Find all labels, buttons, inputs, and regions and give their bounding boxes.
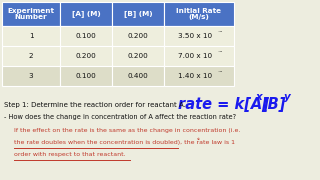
Text: 0.100: 0.100 — [76, 33, 96, 39]
Text: y: y — [284, 92, 291, 102]
Text: If the effect on the rate is the same as the change in concentration (i.e.: If the effect on the rate is the same as… — [14, 128, 240, 133]
Text: 0.200: 0.200 — [128, 33, 148, 39]
Text: 0.400: 0.400 — [128, 73, 148, 79]
Text: 1: 1 — [29, 33, 33, 39]
Bar — [60, 2, 112, 26]
Bar — [2, 66, 60, 86]
Text: ⁻⁴: ⁻⁴ — [218, 50, 222, 55]
Text: [B]: [B] — [261, 96, 285, 111]
Bar — [60, 66, 112, 86]
Bar — [112, 26, 164, 46]
Text: Step 1: Determine the reaction order for reactant A.: Step 1: Determine the reaction order for… — [4, 102, 186, 108]
Bar — [2, 2, 60, 26]
Text: [A] (M): [A] (M) — [72, 11, 100, 17]
Bar — [164, 66, 234, 86]
Bar — [2, 46, 60, 66]
Text: 0.200: 0.200 — [76, 53, 96, 59]
Text: ⁻⁴: ⁻⁴ — [218, 69, 222, 75]
Bar — [164, 2, 234, 26]
Text: 0.100: 0.100 — [76, 73, 96, 79]
Text: 3: 3 — [29, 73, 33, 79]
Bar — [112, 66, 164, 86]
Bar — [60, 46, 112, 66]
Text: ⁻⁴: ⁻⁴ — [218, 30, 222, 35]
Bar — [164, 26, 234, 46]
Text: 0.200: 0.200 — [128, 53, 148, 59]
Text: order with respect to that reactant.: order with respect to that reactant. — [14, 152, 126, 157]
Text: 7.00 x 10: 7.00 x 10 — [178, 53, 212, 59]
Text: - How does the change in concentration of A affect the reaction rate?: - How does the change in concentration o… — [4, 114, 236, 120]
Bar — [112, 46, 164, 66]
Text: 1.40 x 10: 1.40 x 10 — [178, 73, 212, 79]
Text: Initial Rate
(M/s): Initial Rate (M/s) — [177, 8, 221, 20]
Text: 3.50 x 10: 3.50 x 10 — [178, 33, 212, 39]
Bar — [112, 2, 164, 26]
Bar — [60, 26, 112, 46]
Text: rate = k[A]: rate = k[A] — [178, 96, 269, 111]
Text: 2: 2 — [29, 53, 33, 59]
Text: Experiment
Number: Experiment Number — [7, 8, 54, 20]
Text: [B] (M): [B] (M) — [124, 11, 152, 17]
Text: the rate doubles when the concentration is doubled), the rate law is 1: the rate doubles when the concentration … — [14, 140, 235, 145]
Bar — [164, 46, 234, 66]
Text: st: st — [197, 137, 201, 141]
Text: x: x — [255, 92, 262, 102]
Bar — [2, 26, 60, 46]
